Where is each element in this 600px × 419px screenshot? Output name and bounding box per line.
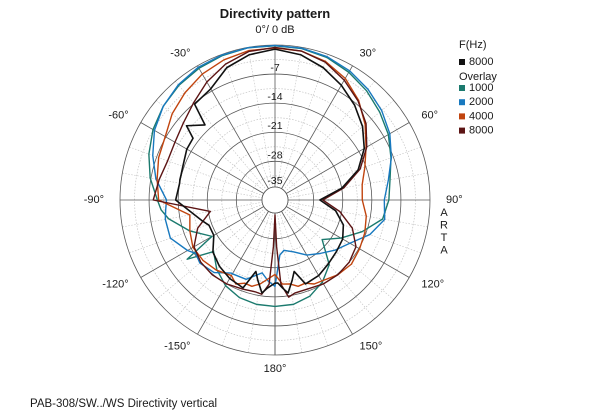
svg-text:90°: 90°	[446, 194, 463, 206]
svg-text:R: R	[440, 220, 448, 232]
svg-text:1000: 1000	[469, 82, 493, 94]
svg-text:60°: 60°	[421, 110, 438, 122]
svg-text:Directivity pattern: Directivity pattern	[220, 6, 331, 21]
svg-text:T: T	[441, 232, 448, 244]
svg-text:8000: 8000	[469, 56, 493, 68]
svg-text:-35: -35	[267, 175, 282, 187]
svg-text:A: A	[440, 245, 448, 257]
svg-text:120°: 120°	[421, 279, 444, 291]
svg-text:-21: -21	[267, 120, 282, 132]
svg-text:4000: 4000	[469, 110, 493, 122]
svg-text:2000: 2000	[469, 96, 493, 108]
svg-text:-150°: -150°	[164, 340, 190, 352]
svg-text:-7: -7	[270, 62, 279, 74]
svg-text:F(Hz): F(Hz)	[459, 39, 487, 51]
svg-text:8000: 8000	[469, 125, 493, 137]
svg-text:180°: 180°	[264, 363, 287, 375]
svg-text:PAB-308/SW../WS Directivity v: PAB-308/SW../WS Directivity vertical	[30, 398, 217, 410]
svg-text:A: A	[440, 207, 448, 219]
svg-text:-120°: -120°	[102, 279, 128, 291]
svg-text:-28: -28	[267, 149, 282, 161]
svg-text:-60°: -60°	[108, 110, 128, 122]
svg-text:0°/ 0 dB: 0°/ 0 dB	[255, 24, 294, 36]
svg-text:-30°: -30°	[170, 48, 190, 60]
svg-text:150°: 150°	[360, 340, 383, 352]
svg-text:30°: 30°	[360, 48, 377, 60]
svg-text:-14: -14	[267, 91, 282, 103]
svg-text:-90°: -90°	[84, 194, 104, 206]
